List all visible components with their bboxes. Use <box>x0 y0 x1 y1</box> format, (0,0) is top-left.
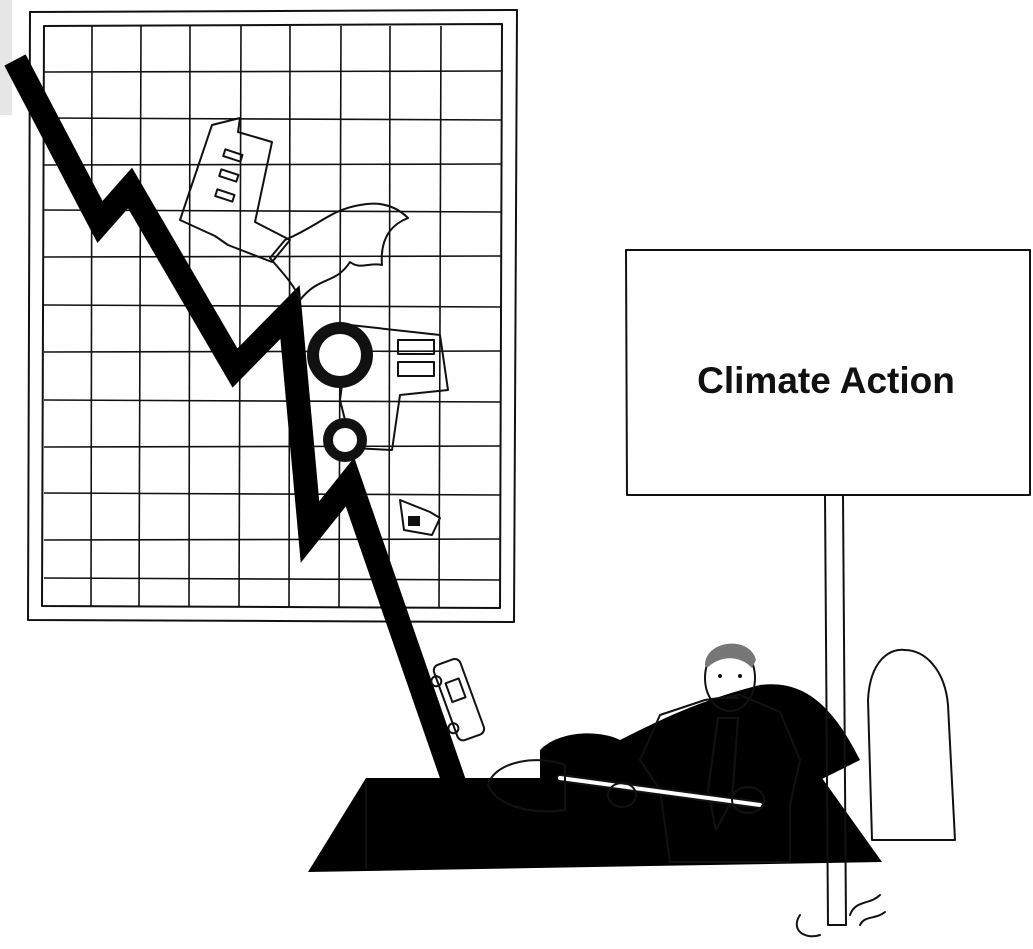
board-grid-line <box>91 26 92 607</box>
board-grid-line <box>44 164 501 165</box>
board-grid-line <box>189 26 190 607</box>
cartoon: Climate Action <box>0 0 1033 949</box>
board-grid-line <box>44 71 501 72</box>
corner-strip <box>0 0 12 115</box>
board-grid-line <box>389 26 390 607</box>
sign-text: Climate Action <box>697 360 955 401</box>
tractor-hub <box>332 427 358 453</box>
tractor-hub <box>318 333 362 377</box>
man-eye <box>718 674 722 678</box>
page: {"sign": {"text": "Climate Action"}} <box>0 0 1033 949</box>
cow-spot <box>408 516 420 526</box>
board-grid-line <box>44 539 501 540</box>
board-grid-line <box>44 446 501 447</box>
pit <box>308 778 882 872</box>
man-eye <box>738 674 742 678</box>
board-grid-line <box>44 351 501 352</box>
